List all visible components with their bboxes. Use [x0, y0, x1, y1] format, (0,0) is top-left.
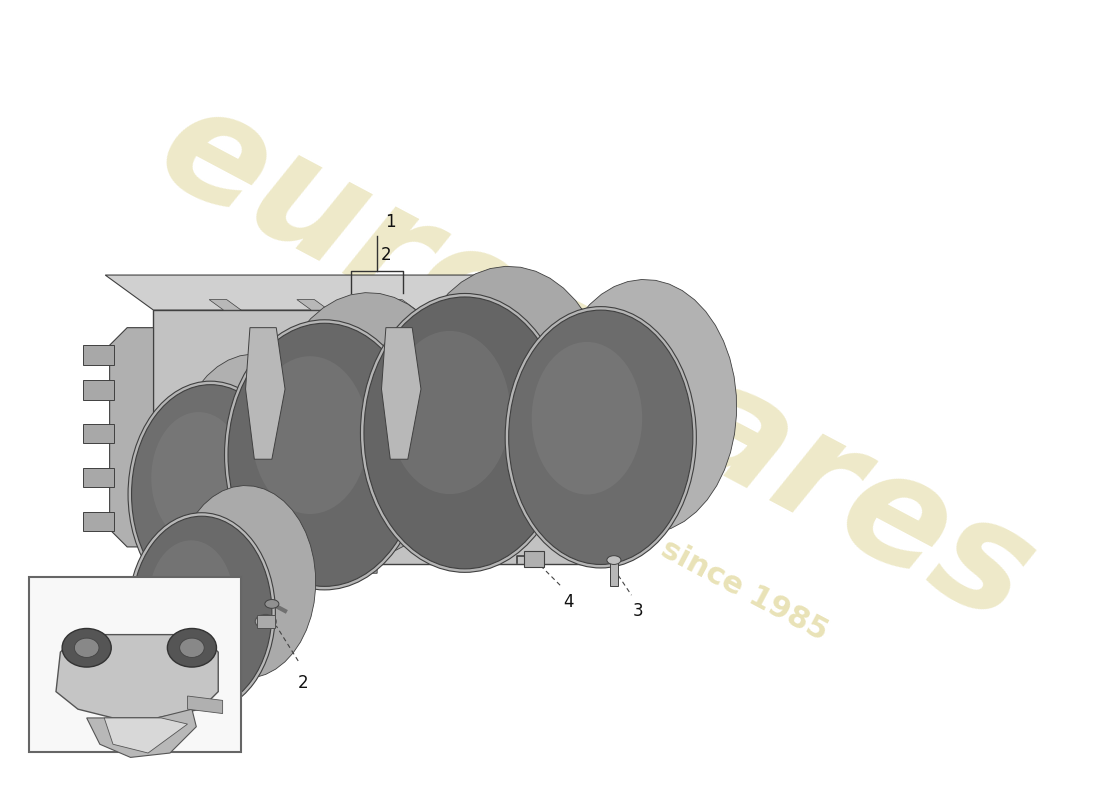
Ellipse shape	[152, 412, 246, 544]
Bar	[84, 512, 114, 531]
Polygon shape	[246, 293, 464, 586]
Ellipse shape	[531, 342, 642, 494]
Ellipse shape	[607, 556, 620, 565]
Bar	[609, 562, 618, 586]
Ellipse shape	[508, 310, 693, 565]
Ellipse shape	[128, 381, 293, 607]
Polygon shape	[145, 486, 316, 709]
Ellipse shape	[132, 516, 272, 709]
Bar	[84, 468, 114, 487]
Ellipse shape	[167, 629, 217, 667]
Polygon shape	[110, 328, 154, 547]
Bar	[154, 310, 583, 565]
Text: 2: 2	[381, 246, 392, 264]
Bar	[257, 615, 275, 628]
Polygon shape	[146, 354, 333, 604]
Polygon shape	[472, 300, 504, 310]
Ellipse shape	[150, 540, 233, 656]
Ellipse shape	[179, 638, 205, 658]
Ellipse shape	[75, 638, 99, 658]
Polygon shape	[87, 709, 196, 758]
Polygon shape	[526, 279, 737, 565]
Polygon shape	[219, 547, 377, 574]
Polygon shape	[385, 300, 417, 310]
Ellipse shape	[228, 323, 421, 586]
Polygon shape	[209, 300, 241, 310]
Ellipse shape	[128, 513, 275, 713]
Bar	[404, 328, 419, 362]
Bar	[430, 328, 446, 362]
Bar	[84, 346, 114, 365]
Polygon shape	[104, 718, 187, 753]
Polygon shape	[245, 328, 285, 459]
Polygon shape	[535, 275, 583, 565]
Polygon shape	[382, 328, 421, 459]
Text: 2: 2	[297, 674, 308, 692]
Text: 4: 4	[563, 594, 573, 611]
Bar	[84, 424, 114, 443]
Bar	[351, 328, 366, 362]
Ellipse shape	[265, 599, 279, 608]
Ellipse shape	[361, 294, 569, 572]
Bar	[29, 577, 241, 752]
Polygon shape	[56, 634, 218, 718]
Ellipse shape	[364, 297, 565, 569]
Bar	[324, 328, 340, 362]
Text: 1: 1	[385, 213, 396, 231]
Ellipse shape	[505, 306, 696, 568]
Bar	[84, 380, 114, 399]
Text: a passion for parts since 1985: a passion for parts since 1985	[361, 378, 833, 646]
Polygon shape	[297, 300, 329, 310]
Ellipse shape	[255, 614, 276, 629]
Polygon shape	[383, 266, 609, 569]
Text: 3: 3	[634, 602, 643, 620]
Ellipse shape	[132, 385, 289, 604]
Bar	[377, 328, 393, 362]
Polygon shape	[106, 275, 583, 310]
Polygon shape	[187, 696, 222, 714]
Bar	[525, 551, 543, 567]
Text: eurospares: eurospares	[135, 70, 1058, 655]
Ellipse shape	[224, 320, 425, 590]
Ellipse shape	[252, 356, 367, 514]
Ellipse shape	[62, 629, 111, 667]
Ellipse shape	[389, 331, 510, 494]
